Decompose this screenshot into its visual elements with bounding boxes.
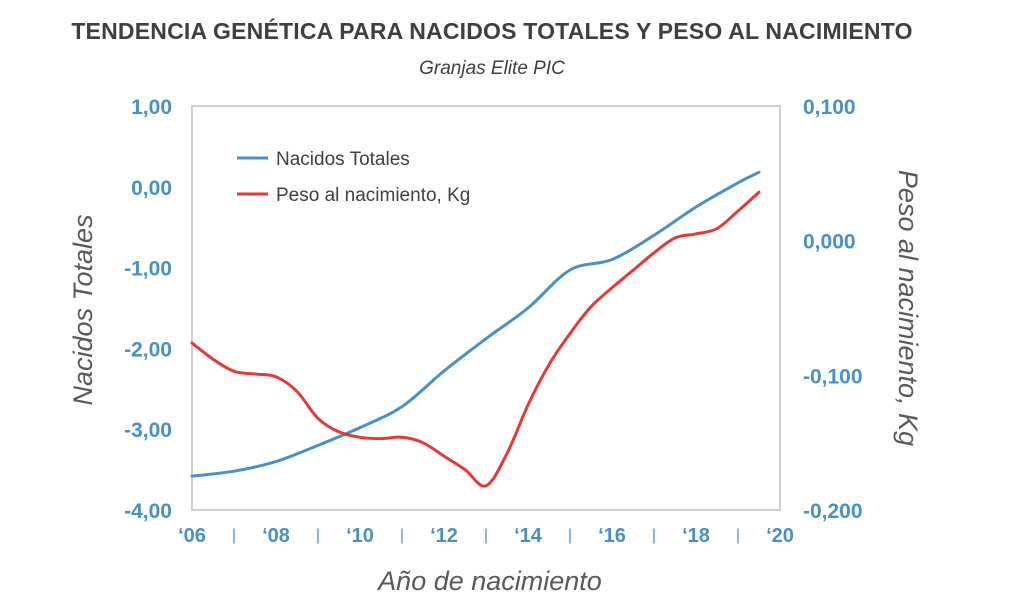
y-right-tick-label: -0,100 (803, 365, 863, 388)
y-left-tick-label: 0,00 (131, 177, 172, 200)
plot-area (191, 105, 781, 511)
right-axis-ticks: 0,100 0,000 -0,100 -0,200 (803, 96, 863, 523)
x-tick-separator: | (652, 527, 656, 544)
series-line-nacidos-totales (190, 170, 761, 478)
y-axis-left-title: Nacidos Totales (68, 214, 98, 405)
y-left-tick-label: -4,00 (124, 500, 172, 523)
x-tick-separator: | (316, 527, 320, 544)
y-right-tick-label: 0,100 (803, 96, 856, 119)
x-tick-label: ‘20 (766, 525, 794, 547)
y-left-tick-label: 1,00 (131, 96, 172, 119)
series-lines (190, 170, 761, 488)
x-tick-separator: | (484, 527, 488, 544)
y-left-tick-label: -2,00 (124, 338, 172, 361)
x-tick-label: ‘06 (178, 525, 206, 547)
x-tick-label: ‘08 (262, 525, 290, 547)
x-tick-separator: | (400, 527, 404, 544)
x-tick-label: ‘10 (346, 525, 374, 547)
x-tick-separator: | (232, 527, 236, 544)
series-line-peso-al-nacimiento (190, 190, 761, 488)
y-right-tick-label: -0,200 (803, 500, 863, 523)
chart-title: TENDENCIA GENÉTICA PARA NACIDOS TOTALES … (71, 18, 913, 44)
x-tick-label: ‘16 (598, 525, 626, 547)
x-tick-label: ‘18 (682, 525, 710, 547)
x-tick-separator: | (568, 527, 572, 544)
y-right-tick-label: 0,000 (803, 231, 856, 254)
left-axis-ticks: 1,00 0,00 -1,00 -2,00 -3,00 -4,00 (124, 96, 172, 523)
legend: Nacidos Totales Peso al nacimiento, Kg (237, 149, 470, 206)
legend-label-peso-al-nacimiento: Peso al nacimiento, Kg (276, 185, 470, 206)
x-tick-label: ‘14 (514, 525, 543, 547)
plot-border (191, 105, 781, 511)
y-left-tick-label: -3,00 (124, 419, 172, 442)
x-axis-ticks: ‘06 | ‘08 | ‘10 | ‘12 | ‘14 | ‘16 | ‘18 | ‘20 (178, 525, 794, 547)
chart-subtitle: Granjas Elite PIC (419, 58, 565, 79)
y-axis-right-title: Peso al nacimiento, Kg (893, 170, 923, 446)
x-axis-title: Año de nacimiento (376, 566, 602, 596)
x-tick-separator: | (736, 527, 740, 544)
x-tick-label: ‘12 (430, 525, 458, 547)
legend-label-nacidos-totales: Nacidos Totales (276, 149, 410, 170)
y-left-tick-label: -1,00 (124, 258, 172, 281)
